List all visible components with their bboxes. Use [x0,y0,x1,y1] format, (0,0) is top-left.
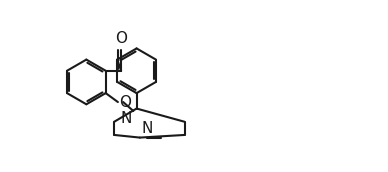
Text: O: O [120,95,132,110]
Text: N: N [120,111,132,126]
Text: O: O [115,31,127,46]
Text: N: N [142,121,153,136]
